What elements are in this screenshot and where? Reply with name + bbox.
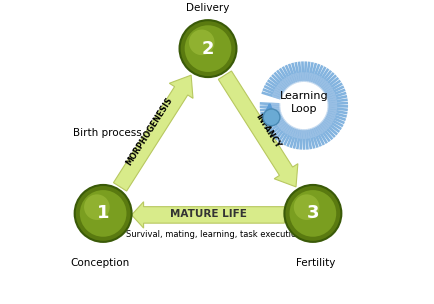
Text: Conception: Conception [70, 258, 130, 268]
Text: Learning
Loop: Learning Loop [279, 91, 328, 114]
Circle shape [180, 20, 237, 77]
Text: 1: 1 [97, 204, 109, 223]
Circle shape [294, 194, 319, 220]
Text: Delivery: Delivery [186, 3, 230, 13]
Text: MORPHOGENESIS: MORPHOGENESIS [125, 95, 174, 167]
Polygon shape [113, 75, 193, 191]
Circle shape [263, 109, 280, 126]
Circle shape [80, 190, 126, 237]
Circle shape [289, 190, 336, 237]
Text: INFANCY: INFANCY [254, 112, 282, 150]
Circle shape [189, 29, 214, 55]
Circle shape [75, 185, 132, 242]
Text: 3: 3 [307, 204, 319, 223]
Text: Birth process: Birth process [73, 127, 142, 137]
Text: Survival, mating, learning, task execution: Survival, mating, learning, task executi… [126, 230, 302, 239]
Circle shape [284, 185, 342, 242]
Circle shape [185, 25, 231, 72]
Circle shape [84, 194, 110, 220]
FancyArrow shape [132, 202, 284, 228]
Polygon shape [218, 71, 298, 187]
Text: 2: 2 [202, 40, 214, 58]
Text: MATURE LIFE: MATURE LIFE [170, 209, 247, 219]
Text: Fertility: Fertility [296, 258, 335, 268]
